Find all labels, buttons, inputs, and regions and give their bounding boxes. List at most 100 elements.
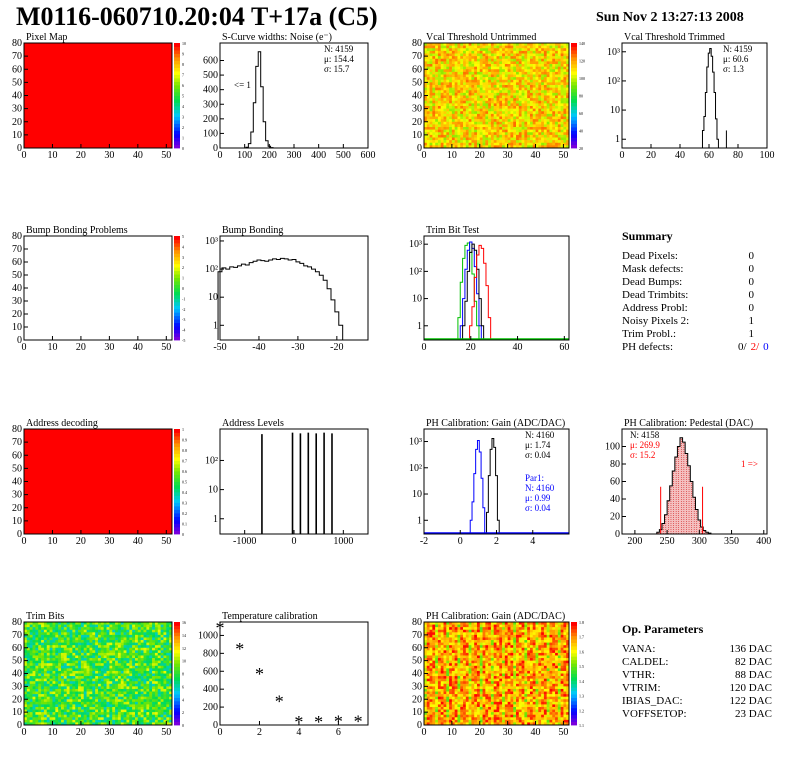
heatmap-cell xyxy=(460,100,464,104)
heatmap-cell xyxy=(440,108,444,112)
heatmap-cell xyxy=(75,683,79,687)
palette-segment xyxy=(174,95,180,100)
heatmap-cell xyxy=(435,77,439,81)
heatmap-cell xyxy=(490,137,495,141)
heatmap-cell xyxy=(149,673,153,677)
heatmap-cell xyxy=(112,627,116,631)
heatmap-cell xyxy=(510,95,514,99)
heatmap-cell xyxy=(86,645,90,649)
heatmap-cell xyxy=(474,85,478,88)
heatmap-cell xyxy=(474,45,478,49)
heatmap-cell xyxy=(532,48,536,52)
heatmap-cell xyxy=(451,127,455,130)
stats-line: μ: 269.9 xyxy=(630,440,660,450)
heatmap-cell xyxy=(538,61,542,65)
heatmap-cell xyxy=(129,712,133,715)
heatmap-cell xyxy=(437,658,442,661)
heatmap-cell xyxy=(112,699,116,703)
heatmap-cell xyxy=(507,121,511,125)
heatmap-cell xyxy=(429,45,433,49)
palette-segment xyxy=(174,319,180,324)
palette-segment xyxy=(174,109,180,114)
heatmap-cell xyxy=(83,629,87,633)
heatmap-cell xyxy=(32,652,36,656)
heatmap-cell xyxy=(160,637,164,641)
heatmap-cell xyxy=(66,670,70,674)
heatmap-cell xyxy=(157,642,161,646)
heatmap-cell xyxy=(169,629,173,633)
heatmap-cell xyxy=(529,71,534,75)
heatmap-cell xyxy=(72,699,76,703)
heatmap-cell xyxy=(532,71,536,75)
heatmap-cell xyxy=(109,663,113,667)
heatmap-cell xyxy=(535,74,539,78)
heatmap-cell xyxy=(454,69,458,73)
heatmap-cell xyxy=(137,629,141,633)
heatmap-cell xyxy=(463,113,467,117)
palette-segment xyxy=(174,46,180,51)
heatmap-cell xyxy=(524,142,528,146)
heatmap-cell xyxy=(89,647,93,651)
heatmap-cell xyxy=(75,634,79,638)
heatmap-cell xyxy=(92,717,96,721)
heatmap-cell xyxy=(106,712,110,715)
heatmap-cell xyxy=(437,98,442,102)
heatmap-cell xyxy=(457,100,461,104)
heatmap-cell xyxy=(166,624,170,628)
heatmap-cell xyxy=(61,668,65,672)
heatmap-cell xyxy=(426,645,430,649)
heatmap-cell xyxy=(46,647,50,651)
heatmap-cell xyxy=(493,100,497,104)
heatmap-cell xyxy=(507,140,511,144)
heatmap-cell xyxy=(75,629,79,633)
heatmap-cell xyxy=(160,650,164,654)
heatmap-cell xyxy=(488,106,492,109)
heatmap-cell xyxy=(496,71,500,75)
x-tick-label: -40 xyxy=(252,342,265,353)
heatmap-cell xyxy=(137,660,141,664)
heatmap-cell xyxy=(460,56,464,60)
heatmap-cell xyxy=(66,658,70,661)
heatmap-cell xyxy=(146,683,150,687)
heatmap-cell xyxy=(454,137,458,141)
heatmap-cell xyxy=(449,103,453,107)
heatmap-cell xyxy=(80,694,85,697)
heatmap-cell xyxy=(482,121,486,125)
heatmap-cell xyxy=(463,69,467,73)
heatmap-cell xyxy=(432,694,436,697)
heatmap-cell xyxy=(26,694,30,697)
heatmap-cell xyxy=(24,706,28,710)
heatmap-cell xyxy=(109,717,113,721)
heatmap-cell xyxy=(532,64,536,67)
heatmap-cell xyxy=(541,90,545,94)
heatmap-cell xyxy=(532,90,536,94)
heatmap-cell xyxy=(95,706,99,710)
heatmap-cell xyxy=(485,53,489,57)
heatmap-cell xyxy=(106,637,110,641)
heatmap-cell xyxy=(149,706,153,710)
heatmap-cell xyxy=(432,95,436,99)
heatmap-cell xyxy=(123,688,127,692)
heatmap-cell xyxy=(463,77,467,81)
heatmap-cell xyxy=(95,668,99,672)
heatmap-cell xyxy=(543,50,547,54)
heatmap-cell xyxy=(555,108,559,112)
heatmap-cell xyxy=(112,673,116,677)
x-tick-label: 40 xyxy=(513,342,523,353)
heatmap-cell xyxy=(49,652,53,656)
heatmap-cell xyxy=(149,668,153,672)
heatmap-cell xyxy=(78,642,82,646)
heatmap-cell xyxy=(496,106,500,109)
heatmap-cell xyxy=(106,722,110,726)
heatmap-cell xyxy=(83,624,87,628)
heatmap-cell xyxy=(499,82,503,86)
heatmap-cell xyxy=(527,134,531,138)
heatmap-cell xyxy=(474,116,478,120)
heatmap-cell xyxy=(83,665,87,669)
heatmap-cell xyxy=(137,704,141,708)
heatmap-cell xyxy=(157,681,161,685)
heatmap-cell xyxy=(38,624,42,628)
heatmap-cell xyxy=(32,722,36,726)
heatmap-cell xyxy=(129,717,133,721)
heatmap-cell xyxy=(437,145,442,149)
